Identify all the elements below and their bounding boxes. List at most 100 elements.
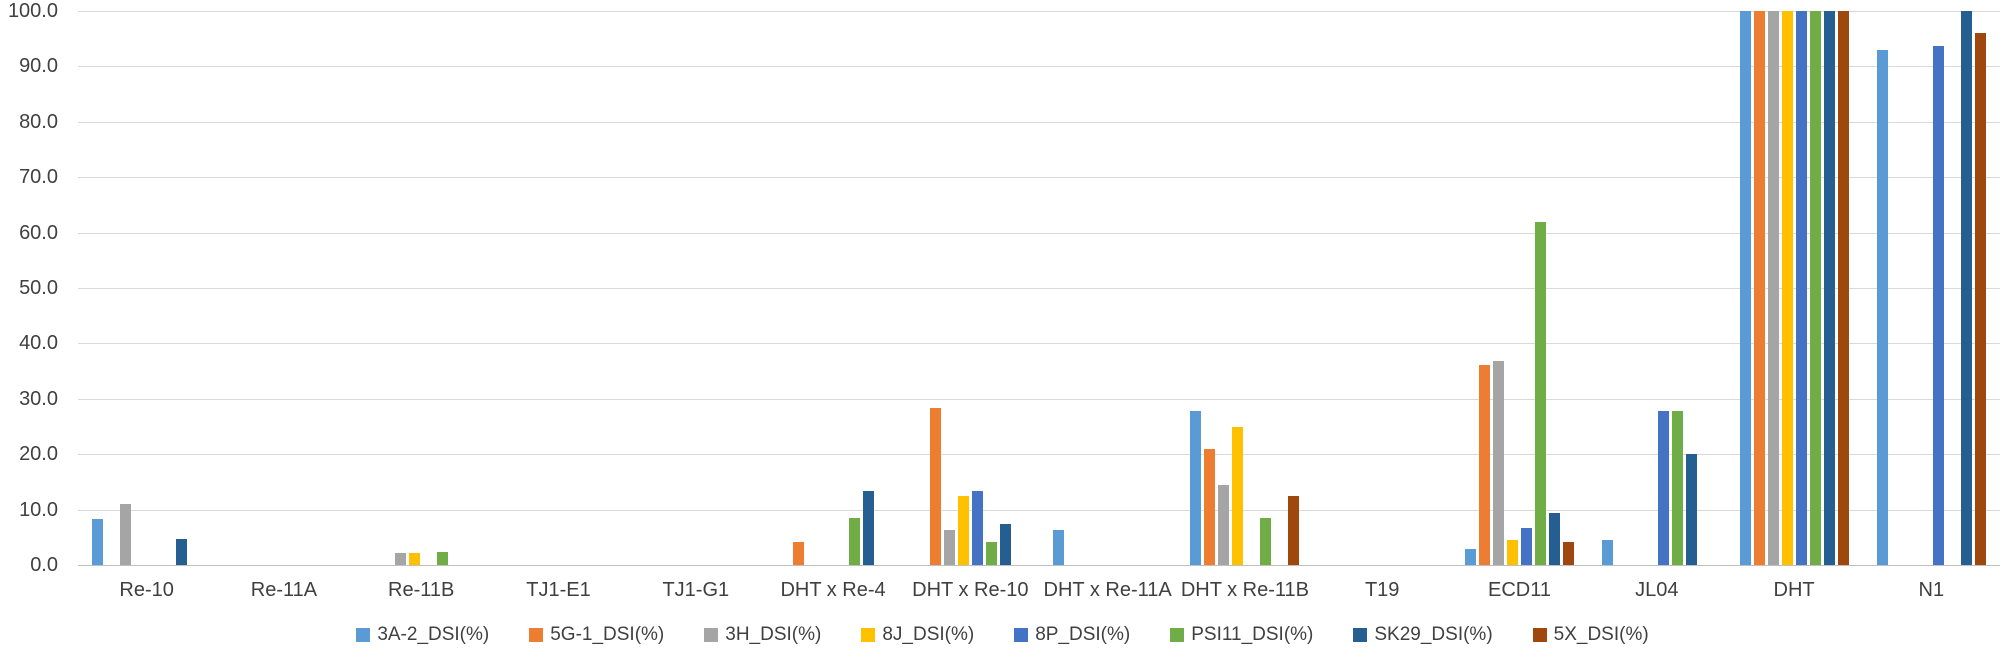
bar-slot: [1602, 11, 1614, 565]
bar: [1288, 496, 1300, 565]
bar-slot: [1014, 11, 1025, 565]
bar-slot: [1644, 11, 1655, 565]
bar-slot: [739, 11, 750, 565]
legend-swatch-icon: [1353, 628, 1368, 642]
x-tick-label: JL04: [1635, 579, 1679, 601]
bar: [408, 553, 420, 565]
bar-slot: [313, 11, 324, 565]
bar-slot: [916, 11, 927, 565]
bar-slot: [1218, 11, 1230, 565]
bar-slot: [779, 11, 790, 565]
bar-slot: [176, 11, 188, 565]
bar-slot: [148, 11, 159, 565]
y-tick-label: 60.0: [19, 221, 58, 244]
bar-slot: [190, 11, 201, 565]
bar-slot: [1274, 11, 1285, 565]
bar-slot: [1151, 11, 1162, 565]
bar-slot: [1700, 11, 1711, 565]
bar-slot: [1067, 11, 1078, 565]
bar-slot: [821, 11, 832, 565]
bar: [1190, 411, 1202, 565]
bar-slot: [877, 11, 888, 565]
bar-slot: [162, 11, 173, 565]
bar-slot: [1672, 11, 1684, 565]
bar-slot: [1137, 11, 1148, 565]
bar: [1204, 448, 1216, 565]
bar-slot: [1370, 11, 1381, 565]
bar-slot: [532, 11, 543, 565]
x-tick-label: N1: [1918, 579, 1945, 601]
bar: [1534, 222, 1546, 565]
legend-label: 8P_DSI(%): [1035, 624, 1131, 645]
y-tick-label: 100.0: [7, 0, 58, 22]
bar: [1506, 539, 1518, 565]
bar-slot: [1767, 11, 1779, 565]
y-axis: 0.0 10.0 20.0 30.0 40.0 50.0 60.0 70.0 80.0 90.0 1…: [0, 0, 58, 576]
bar-slot: [1123, 11, 1134, 565]
bar-slot: [1190, 11, 1202, 565]
bar-slot: [92, 11, 104, 565]
bar-slot: [1328, 11, 1339, 565]
bar: [929, 408, 941, 565]
legend-swatch-icon: [861, 628, 876, 642]
bar: [1464, 548, 1476, 565]
bar: [943, 530, 955, 565]
y-tick-label: 50.0: [19, 277, 58, 299]
bar: [1932, 46, 1944, 565]
gridline: [78, 177, 2000, 179]
bar-slot: [1837, 11, 1849, 565]
bar-slot: [1412, 11, 1423, 565]
bar: [1260, 518, 1272, 565]
bar-slot: [1753, 11, 1765, 565]
bar-slot: [792, 11, 804, 565]
bar-slot: [1426, 11, 1437, 565]
bar-slot: [1478, 11, 1490, 565]
x-tick-label: Re-11B: [388, 579, 455, 601]
bar: [999, 524, 1011, 565]
bar-slot: [546, 11, 557, 565]
bar: [792, 541, 804, 565]
legend-swatch-icon: [1532, 628, 1547, 642]
category-group: [1314, 11, 1451, 565]
bar: [1753, 11, 1765, 565]
bar: [848, 518, 860, 565]
bar-slot: [1204, 11, 1216, 565]
bar-slot: [327, 11, 338, 565]
x-axis-labels: Re-10 Re-11A Re-11B TJ1-E1 TJ1-G1 DHT x Re-4 D…: [78, 575, 2000, 605]
bar: [1232, 426, 1244, 565]
bar: [1053, 530, 1065, 565]
bar-slot: [669, 11, 680, 565]
bar-slot: [1384, 11, 1395, 565]
bar: [1672, 411, 1684, 565]
category-group: [78, 11, 215, 565]
category-group: [1725, 11, 1862, 565]
bar-slot: [848, 11, 860, 565]
legend-item: PSI11_DSI(%): [1170, 624, 1313, 646]
bar-slot: [862, 11, 874, 565]
bar-slot: [957, 11, 969, 565]
category-group: [764, 11, 901, 565]
legend-label: 3H_DSI(%): [725, 624, 822, 645]
bar: [1837, 11, 1849, 565]
bar-slot: [106, 11, 117, 565]
y-tick-label: 90.0: [19, 55, 58, 78]
bar-slot: [285, 11, 296, 565]
bar-slot: [1809, 11, 1821, 565]
category-group: [627, 11, 764, 565]
bar: [1492, 360, 1504, 565]
bar-slot: [1795, 11, 1807, 565]
bar-slot: [697, 11, 708, 565]
bar: [394, 553, 406, 565]
legend-label: 5G-1_DSI(%): [550, 624, 665, 645]
bar-slot: [725, 11, 736, 565]
category-group: [490, 11, 627, 565]
legend-label: SK29_DSI(%): [1374, 624, 1493, 645]
gridline: [78, 121, 2000, 123]
bar-slot: [560, 11, 571, 565]
bar-slot: [394, 11, 406, 565]
bar: [1548, 512, 1560, 565]
bar-slot: [1398, 11, 1409, 565]
category-group: [1588, 11, 1725, 565]
bar: [971, 491, 983, 565]
bar-slot: [985, 11, 997, 565]
